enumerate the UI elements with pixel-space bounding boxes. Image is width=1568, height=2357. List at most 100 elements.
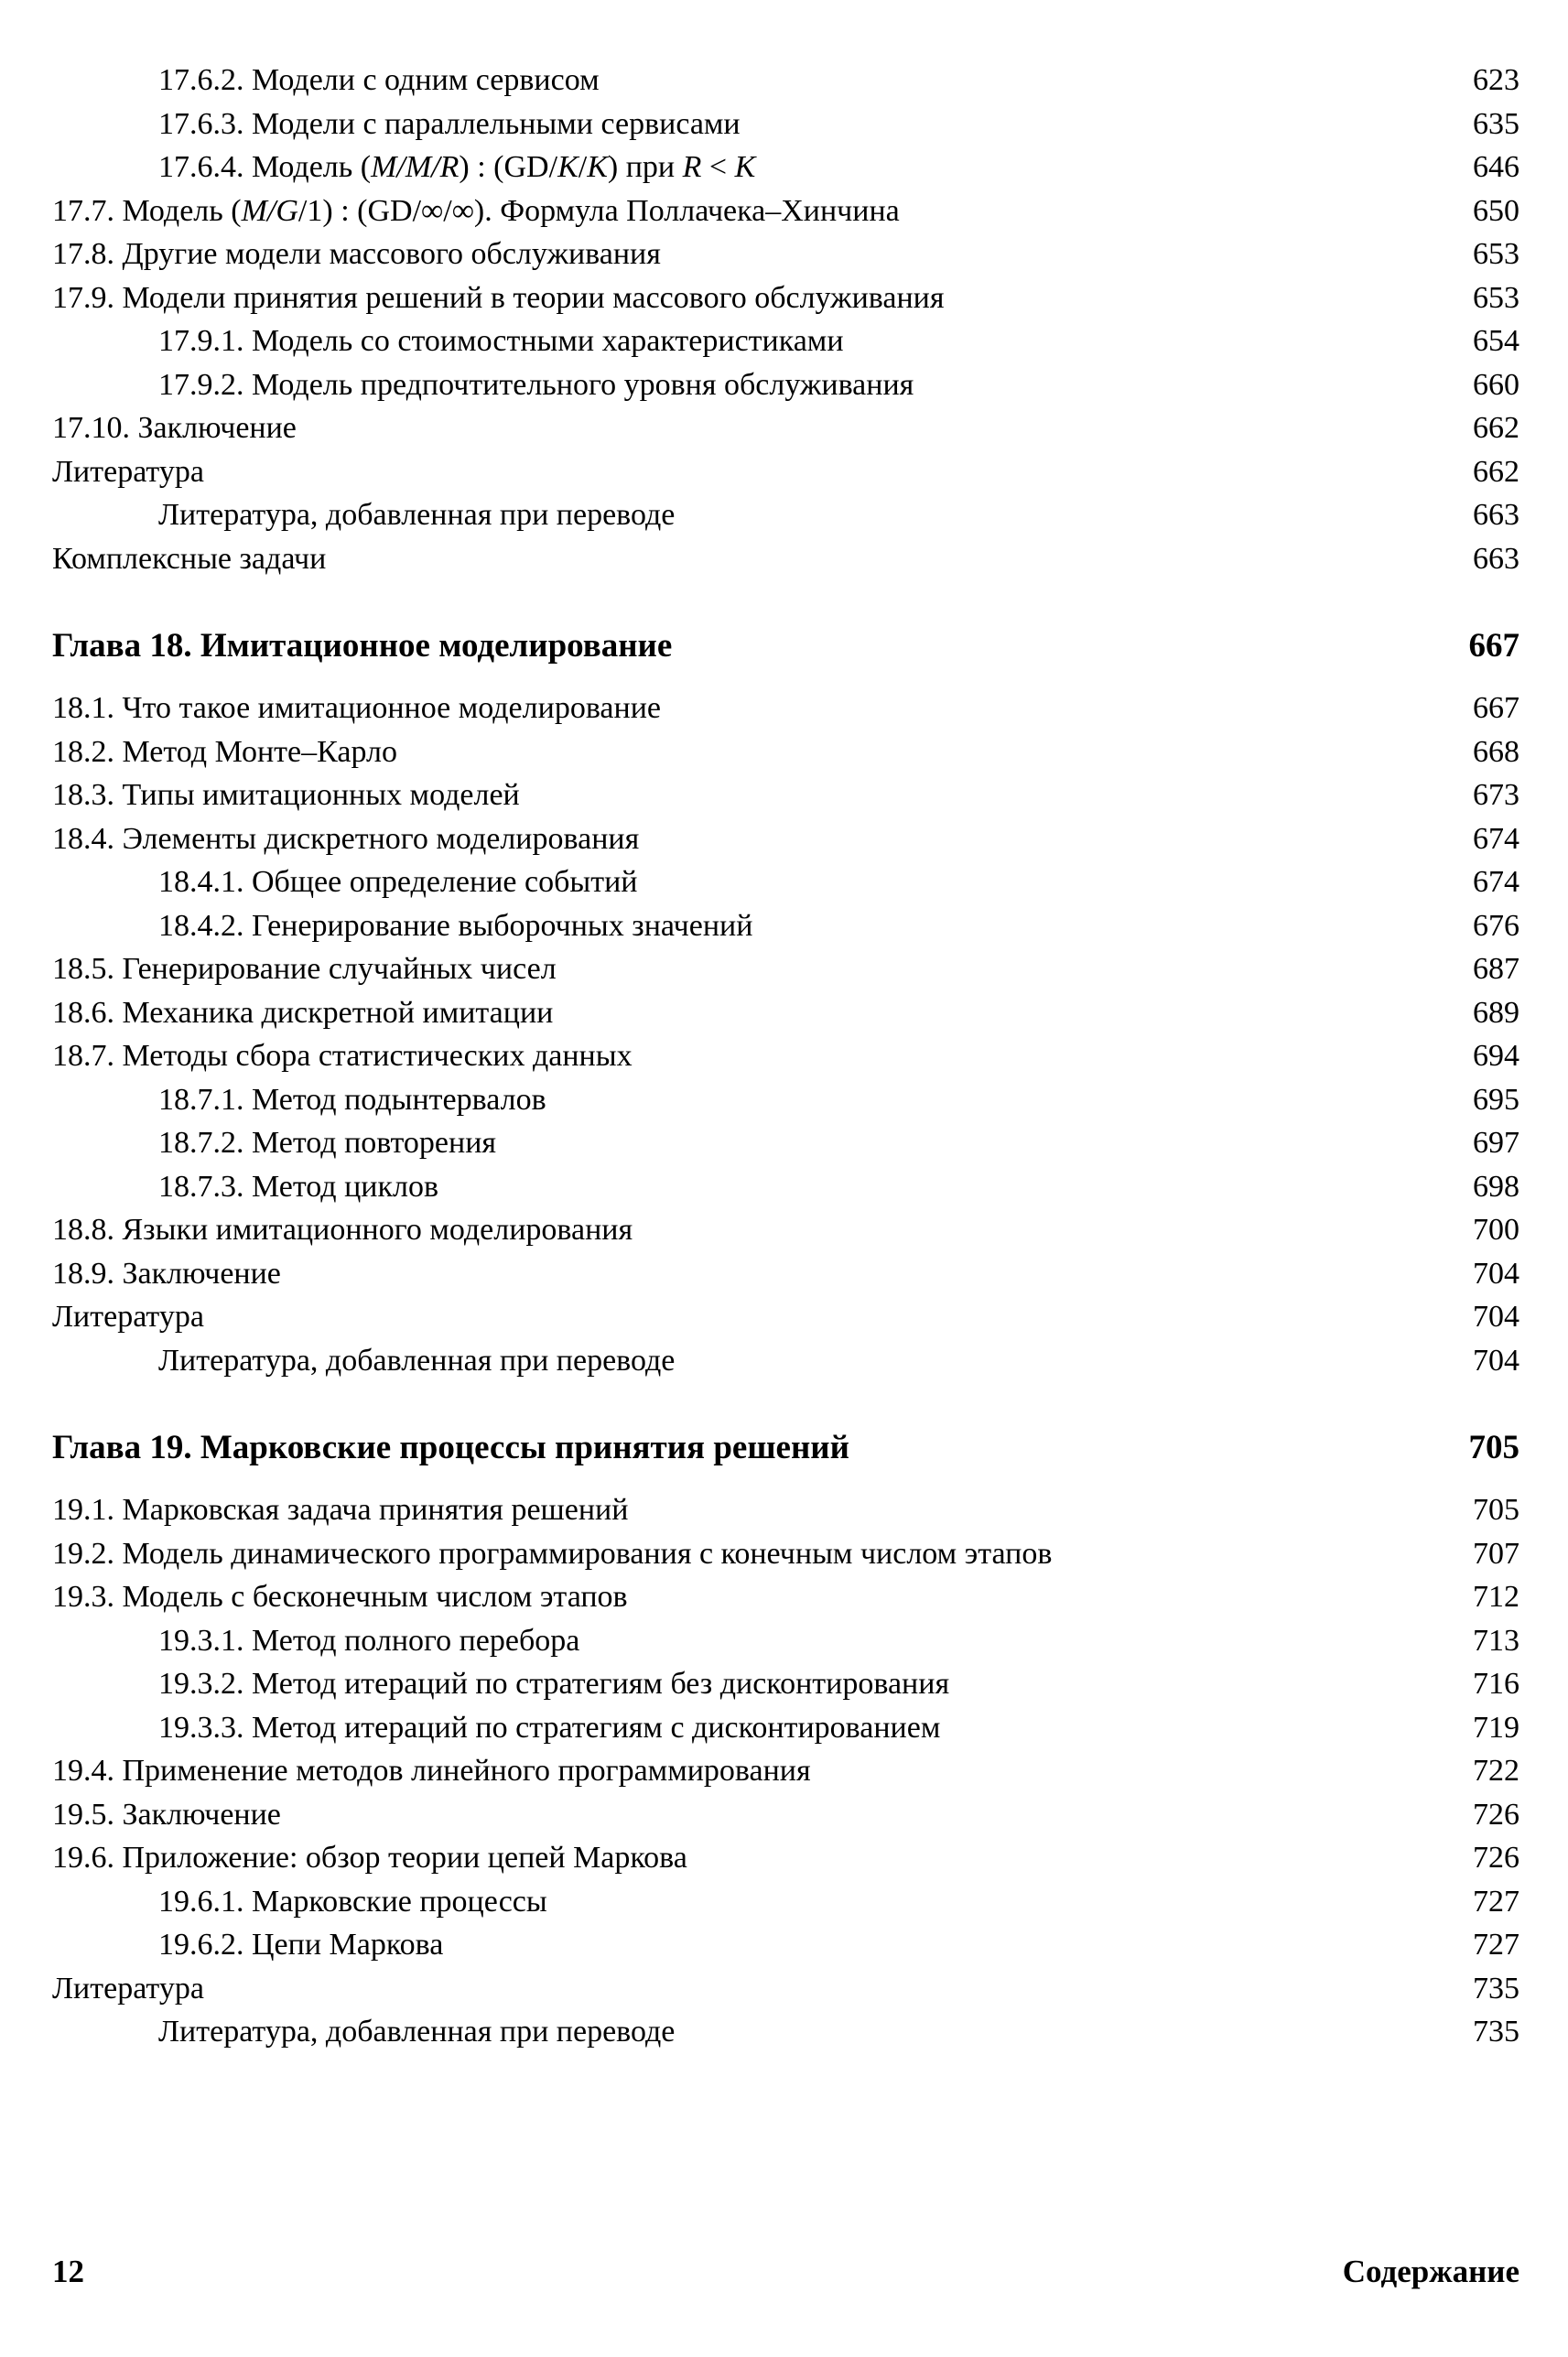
toc-entry: 17.9. Модели принятия решений в теории м… <box>52 276 1519 320</box>
toc-entry: 19.6. Приложение: обзор теории цепей Мар… <box>52 1836 1519 1880</box>
toc-entry: Комплексные задачи 663 <box>52 537 1519 581</box>
toc-entry: 18.4. Элементы дискретного моделирования… <box>52 817 1519 861</box>
toc-entry-page: 674 <box>1473 821 1519 856</box>
toc-entry-page: 676 <box>1473 908 1519 943</box>
toc-entry-title: 18.2. Метод Монте–Карло <box>52 734 397 769</box>
toc-entry-page: 726 <box>1473 1797 1519 1832</box>
toc-entry-title: 19.6. Приложение: обзор теории цепей Мар… <box>52 1841 687 1875</box>
toc-entry: Литература, добавленная при переводе 735 <box>52 2010 1519 2054</box>
toc-entry-title: 17.7. Модель (M/G/1) : (GD/∞/∞). Формула… <box>52 193 900 228</box>
toc-list: 17.6.2. Модели с одним сервисом 623 17.6.3… <box>52 59 1519 2054</box>
toc-entry-title: 17.6.4. Модель (M/M/R) : (GD/K/K) при R … <box>158 150 756 184</box>
toc-entry: 18.5. Генерирование случайных чисел 687 <box>52 947 1519 991</box>
toc-entry-title: 17.8. Другие модели массового обслуживан… <box>52 237 661 271</box>
toc-entry: 18.7.3. Метод циклов 698 <box>52 1165 1519 1209</box>
toc-entry-title: 19.4. Применение методов линейного прогр… <box>52 1754 811 1788</box>
toc-entry: 17.9.1. Модель со стоимостными характери… <box>52 319 1519 363</box>
toc-entry-title: 18.3. Типы имитационных моделей <box>52 778 520 812</box>
toc-entry-page: 704 <box>1473 1343 1519 1378</box>
toc-entry-page: 727 <box>1473 1928 1519 1962</box>
toc-entry-title: 17.9.2. Модель предпочтительного уровня … <box>158 367 914 402</box>
toc-entry-page: 668 <box>1473 734 1519 769</box>
toc-entry-title: 17.9. Модели принятия решений в теории м… <box>52 280 945 315</box>
toc-entry-page: 667 <box>1468 627 1520 665</box>
toc-entry-page: 650 <box>1473 193 1519 228</box>
toc-entry-page: 660 <box>1473 367 1519 402</box>
toc-entry-page: 689 <box>1473 995 1519 1030</box>
toc-entry: 18.7.1. Метод подынтервалов 695 <box>52 1078 1519 1122</box>
toc-entry-page: 726 <box>1473 1841 1519 1875</box>
toc-entry: Литература 662 <box>52 450 1519 494</box>
toc-entry-title: 18.4.1. Общее определение событий <box>158 865 638 899</box>
toc-entry-title: 19.3.3. Метод итераций по стратегиям с д… <box>158 1710 941 1745</box>
toc-entry-page: 713 <box>1473 1623 1519 1658</box>
toc-chapter-heading: Глава 19. Марковские процессы принятия р… <box>52 1424 1519 1472</box>
toc-entry-page: 687 <box>1473 952 1519 986</box>
toc-entry-title: Литература, добавленная при переводе <box>158 2015 676 2049</box>
toc-chapter-heading: Глава 18. Имитационное моделирование 667 <box>52 622 1519 670</box>
toc-entry-title: Литература, добавленная при переводе <box>158 1343 676 1378</box>
toc-entry-title: 18.4.2. Генерирование выборочных значени… <box>158 908 753 943</box>
toc-entry-title: 18.5. Генерирование случайных чисел <box>52 952 557 986</box>
toc-entry-page: 653 <box>1473 280 1519 315</box>
toc-entry: 19.4. Применение методов линейного прогр… <box>52 1749 1519 1793</box>
toc-entry-title: 18.6. Механика дискретной имитации <box>52 995 554 1030</box>
toc-entry: 19.1. Марковская задача принятия решений… <box>52 1488 1519 1532</box>
toc-entry-title: 19.2. Модель динамического программирова… <box>52 1536 1053 1571</box>
toc-entry-page: 705 <box>1468 1429 1520 1466</box>
toc-entry-title: 19.6.2. Цепи Маркова <box>158 1928 444 1962</box>
toc-entry-page: 705 <box>1473 1493 1519 1527</box>
toc-entry: 17.7. Модель (M/G/1) : (GD/∞/∞). Формула… <box>52 189 1519 233</box>
toc-entry-page: 673 <box>1473 778 1519 812</box>
toc-entry-page: 727 <box>1473 1884 1519 1919</box>
toc-entry-page: 646 <box>1473 150 1519 184</box>
toc-entry-title: Литература <box>52 1971 204 2006</box>
toc-entry-title: 17.9.1. Модель со стоимостными характери… <box>158 324 844 358</box>
toc-entry-title: 19.1. Марковская задача принятия решений <box>52 1493 629 1527</box>
toc-entry-title: 17.6.2. Модели с одним сервисом <box>158 63 600 97</box>
toc-entry: 19.3.3. Метод итераций по стратегиям с д… <box>52 1706 1519 1750</box>
toc-entry-page: 700 <box>1473 1213 1519 1247</box>
toc-entry: Литература, добавленная при переводе 704 <box>52 1339 1519 1383</box>
toc-entry-title: 18.7.3. Метод циклов <box>158 1169 439 1204</box>
toc-entry-page: 716 <box>1473 1667 1519 1701</box>
toc-entry: 18.1. Что такое имитационное моделирован… <box>52 687 1519 730</box>
toc-entry-page: 698 <box>1473 1169 1519 1204</box>
toc-entry-page: 623 <box>1473 63 1519 97</box>
toc-entry-title: Литература, добавленная при переводе <box>158 498 676 532</box>
toc-entry: 18.7. Методы сбора статистических данных… <box>52 1034 1519 1078</box>
toc-entry-title: 19.6.1. Марковские процессы <box>158 1884 547 1919</box>
toc-entry-page: 663 <box>1473 541 1519 576</box>
toc-entry-page: 662 <box>1473 411 1519 445</box>
toc-entry-title: Комплексные задачи <box>52 541 327 576</box>
toc-entry-title: 18.7.2. Метод повторения <box>158 1126 497 1160</box>
toc-entry: 18.3. Типы имитационных моделей 673 <box>52 773 1519 817</box>
toc-entry: 18.6. Механика дискретной имитации 689 <box>52 991 1519 1035</box>
toc-entry-page: 695 <box>1473 1082 1519 1117</box>
toc-entry: 18.9. Заключение 704 <box>52 1252 1519 1296</box>
toc-entry: 19.6.1. Марковские процессы 727 <box>52 1880 1519 1924</box>
toc-entry-title: Глава 18. Имитационное моделирование <box>52 627 673 665</box>
toc-entry-title: 19.3.1. Метод полного перебора <box>158 1623 580 1658</box>
toc-entry-page: 635 <box>1473 106 1519 141</box>
toc-entry-page: 662 <box>1473 454 1519 489</box>
toc-entry: Литература, добавленная при переводе 663 <box>52 493 1519 537</box>
toc-entry-page: 667 <box>1473 691 1519 725</box>
toc-entry-title: Литература <box>52 454 204 489</box>
toc-entry-title: 18.8. Языки имитационного моделирования <box>52 1213 633 1247</box>
toc-entry: Литература 735 <box>52 1967 1519 2011</box>
toc-entry-page: 704 <box>1473 1300 1519 1334</box>
toc-entry: 19.2. Модель динамического программирова… <box>52 1532 1519 1576</box>
toc-entry-page: 674 <box>1473 865 1519 899</box>
toc-entry: 18.4.1. Общее определение событий 674 <box>52 860 1519 904</box>
toc-entry-page: 712 <box>1473 1580 1519 1614</box>
page-number: 12 <box>52 2254 84 2289</box>
toc-entry: 19.6.2. Цепи Маркова 727 <box>52 1923 1519 1967</box>
toc-entry-title: 19.3.2. Метод итераций по стратегиям без… <box>158 1667 950 1701</box>
toc-entry-title: 19.5. Заключение <box>52 1797 281 1832</box>
toc-entry: 19.3.2. Метод итераций по стратегиям без… <box>52 1662 1519 1706</box>
toc-entry-page: 719 <box>1473 1710 1519 1745</box>
toc-entry-page: 654 <box>1473 324 1519 358</box>
toc-entry: 17.8. Другие модели массового обслуживан… <box>52 232 1519 276</box>
